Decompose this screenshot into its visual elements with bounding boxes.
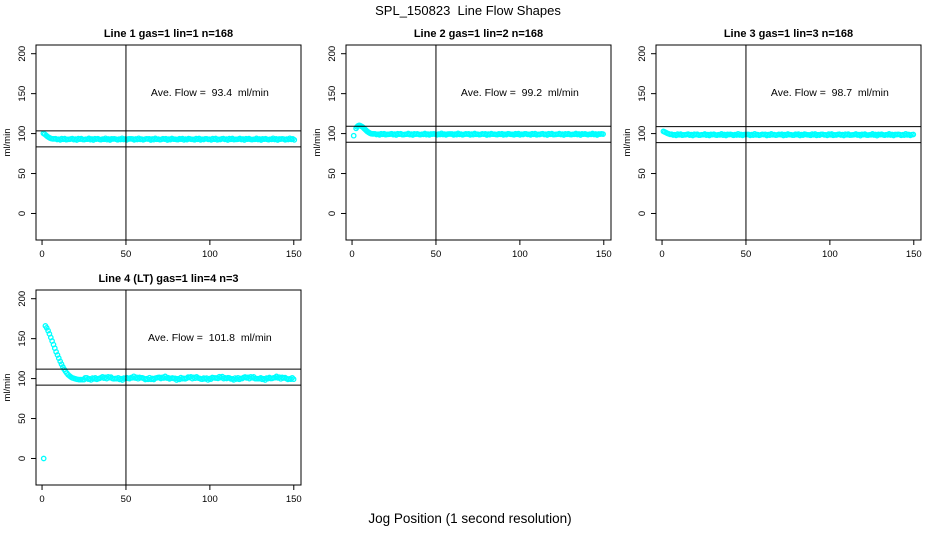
- panel-title: Line 4 (LT) gas=1 lin=4 n=3: [98, 273, 238, 285]
- ave-flow-annotation: Ave. Flow = 93.4 ml/min: [151, 87, 269, 99]
- x-tick-label: 150: [286, 494, 302, 505]
- y-tick-label: 200: [637, 46, 648, 62]
- panel-1: 0 50 100 150 0 50 100 150 200 ml/min Line 1 gas=1 …: [2, 28, 302, 260]
- panel-title: Line 1 gas=1 lin=1 n=168: [104, 28, 233, 40]
- y-tick-label: 100: [17, 126, 28, 142]
- y-tick-label: 200: [17, 291, 28, 307]
- y-tick-label: 0: [17, 456, 28, 461]
- x-tick-label: 0: [39, 494, 44, 505]
- ave-flow-annotation: Ave. Flow = 101.8 ml/min: [148, 332, 272, 344]
- data-point: [600, 131, 606, 137]
- data-point: [291, 137, 298, 143]
- data-point: [57, 358, 64, 365]
- y-axis-title: ml/min: [2, 129, 13, 157]
- y-tick-label: 150: [327, 86, 338, 102]
- y-axis-title: ml/min: [312, 129, 323, 157]
- panel-2: 0 50 100 150 0 50 100 150 200 ml/min Line 2 gas=1 …: [312, 28, 612, 260]
- data-point: [289, 374, 296, 381]
- y-tick-label: 200: [17, 46, 28, 62]
- x-tick-label: 150: [596, 249, 612, 260]
- data-point: [290, 376, 297, 383]
- y-tick-label: 0: [17, 211, 28, 216]
- y-tick-label: 150: [637, 86, 648, 102]
- plot-box: [655, 44, 922, 241]
- y-tick-label: 100: [637, 126, 648, 142]
- y-tick-label: 150: [17, 331, 28, 347]
- x-tick-label: 150: [906, 249, 922, 260]
- x-tick-label: 50: [431, 249, 442, 260]
- ave-flow-annotation: Ave. Flow = 99.2 ml/min: [461, 87, 579, 99]
- data-point: [257, 375, 264, 381]
- x-tick-label: 50: [121, 249, 132, 260]
- y-tick-label: 50: [17, 413, 28, 424]
- plot-box: [345, 44, 612, 241]
- x-tick-label: 150: [286, 249, 302, 260]
- figure-title: SPL_150823 Line Flow Shapes: [375, 3, 561, 18]
- y-tick-label: 0: [327, 211, 338, 216]
- plot-box: [35, 44, 302, 241]
- y-tick-label: 50: [17, 168, 28, 179]
- panel-3: 0 50 100 150 0 50 100 150 200 ml/min Line 3 gas=1 …: [622, 28, 922, 260]
- y-axis-title: ml/min: [622, 129, 633, 157]
- x-tick-label: 0: [349, 249, 354, 260]
- data-point: [350, 132, 357, 139]
- x-tick-label: 0: [39, 249, 44, 260]
- y-tick-label: 150: [17, 86, 28, 102]
- ave-flow-annotation: Ave. Flow = 98.7 ml/min: [771, 87, 889, 99]
- panel-4: 0 50 100 150 0 50 100 150 200 ml/min Line 4 (LT) g…: [2, 273, 302, 505]
- data-point: [58, 361, 65, 368]
- y-tick-label: 0: [637, 211, 648, 216]
- x-tick-label: 0: [659, 249, 664, 260]
- y-tick-label: 50: [327, 168, 338, 179]
- y-tick-label: 50: [637, 168, 648, 179]
- y-tick-label: 100: [17, 371, 28, 387]
- x-axis-label: Jog Position (1 second resolution): [368, 511, 572, 526]
- x-tick-label: 50: [121, 494, 132, 505]
- y-tick-label: 200: [327, 46, 338, 62]
- plot-box: [35, 289, 302, 486]
- data-point: [910, 131, 917, 138]
- x-tick-label: 100: [822, 249, 838, 260]
- x-tick-label: 100: [202, 249, 218, 260]
- x-tick-label: 100: [202, 494, 218, 505]
- y-tick-label: 100: [327, 126, 338, 142]
- data-point: [287, 376, 294, 383]
- data-point: [43, 325, 50, 331]
- x-tick-label: 50: [741, 249, 752, 260]
- data-point: [40, 455, 47, 462]
- x-tick-label: 100: [512, 249, 528, 260]
- panel-title: Line 2 gas=1 lin=2 n=168: [414, 28, 543, 40]
- panel-title: Line 3 gas=1 lin=3 n=168: [724, 28, 853, 40]
- y-axis-title: ml/min: [2, 374, 13, 402]
